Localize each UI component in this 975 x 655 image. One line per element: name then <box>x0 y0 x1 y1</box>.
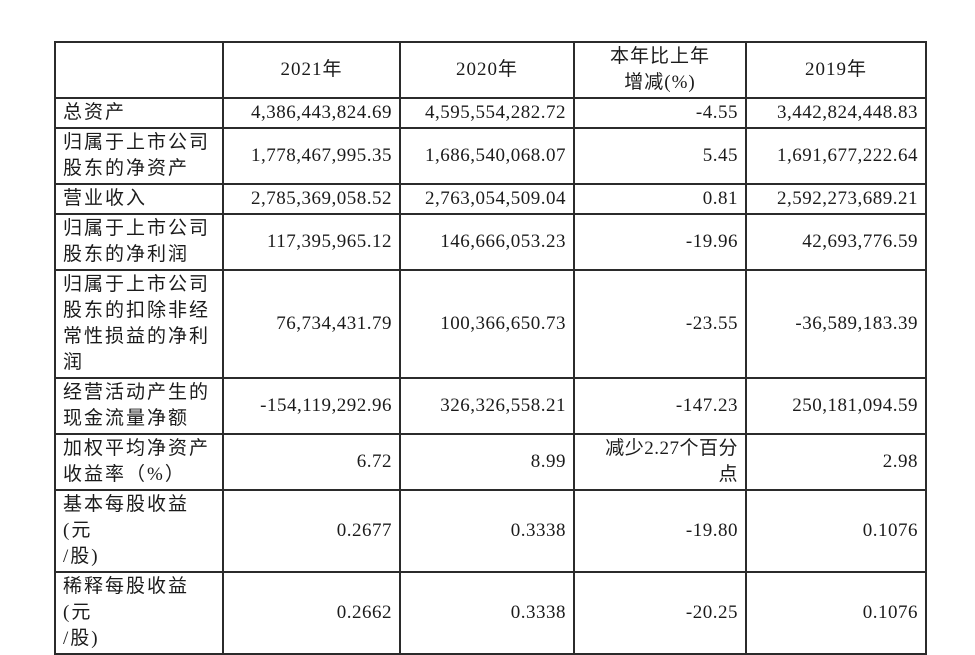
value-2019: 250,181,094.59 <box>745 377 927 435</box>
value-2020: 0.3338 <box>399 571 575 655</box>
value-2020: 100,366,650.73 <box>399 269 575 379</box>
value-change: -19.80 <box>573 489 747 573</box>
value-2021: 6.72 <box>222 433 401 491</box>
value-change: -20.25 <box>573 571 747 655</box>
financial-summary-table: 2021年 2020年 本年比上年 增减(%) 2019年 总资产 4,386,… <box>54 41 927 655</box>
value-2021: 1,778,467,995.35 <box>222 127 401 185</box>
value-2019: 2,592,273,689.21 <box>745 183 927 215</box>
table-row: 营业收入 2,785,369,058.52 2,763,054,509.04 0… <box>54 183 927 215</box>
table-row: 总资产 4,386,443,824.69 4,595,554,282.72 -4… <box>54 97 927 129</box>
value-change: -147.23 <box>573 377 747 435</box>
table-row: 经营活动产生的 现金流量净额 -154,119,292.96 326,326,5… <box>54 377 927 435</box>
value-2019: 42,693,776.59 <box>745 213 927 271</box>
value-2020: 146,666,053.23 <box>399 213 575 271</box>
value-2020: 2,763,054,509.04 <box>399 183 575 215</box>
value-2019: 2.98 <box>745 433 927 491</box>
value-2021: 0.2662 <box>222 571 401 655</box>
row-label: 归属于上市公司 股东的扣除非经 常性损益的净利 润 <box>54 269 224 379</box>
table-row: 归属于上市公司 股东的净利润 117,395,965.12 146,666,05… <box>54 213 927 271</box>
column-header-change: 本年比上年 增减(%) <box>573 41 747 99</box>
value-2021: 2,785,369,058.52 <box>222 183 401 215</box>
value-2021: 117,395,965.12 <box>222 213 401 271</box>
corner-cell <box>54 41 224 99</box>
table-row: 归属于上市公司 股东的净资产 1,778,467,995.35 1,686,54… <box>54 127 927 185</box>
table-row: 基本每股收益(元 /股) 0.2677 0.3338 -19.80 0.1076 <box>54 489 927 573</box>
value-2019: 0.1076 <box>745 571 927 655</box>
value-change: 5.45 <box>573 127 747 185</box>
value-2020: 0.3338 <box>399 489 575 573</box>
row-label: 归属于上市公司 股东的净资产 <box>54 127 224 185</box>
row-label: 基本每股收益(元 /股) <box>54 489 224 573</box>
value-change: 0.81 <box>573 183 747 215</box>
value-change: -23.55 <box>573 269 747 379</box>
value-2021: 4,386,443,824.69 <box>222 97 401 129</box>
column-header-2019: 2019年 <box>745 41 927 99</box>
row-label: 经营活动产生的 现金流量净额 <box>54 377 224 435</box>
value-2020: 4,595,554,282.72 <box>399 97 575 129</box>
value-2021: 0.2677 <box>222 489 401 573</box>
row-label: 稀释每股收益(元 /股) <box>54 571 224 655</box>
value-2019: -36,589,183.39 <box>745 269 927 379</box>
value-change: 减少2.27个百分 点 <box>573 433 747 491</box>
value-2019: 3,442,824,448.83 <box>745 97 927 129</box>
row-label: 总资产 <box>54 97 224 129</box>
column-header-2020: 2020年 <box>399 41 575 99</box>
value-2020: 1,686,540,068.07 <box>399 127 575 185</box>
value-change: -19.96 <box>573 213 747 271</box>
table-row: 归属于上市公司 股东的扣除非经 常性损益的净利 润 76,734,431.79 … <box>54 269 927 379</box>
header-row: 2021年 2020年 本年比上年 增减(%) 2019年 <box>54 41 927 99</box>
value-2020: 8.99 <box>399 433 575 491</box>
value-2019: 1,691,677,222.64 <box>745 127 927 185</box>
row-label: 归属于上市公司 股东的净利润 <box>54 213 224 271</box>
value-2021: 76,734,431.79 <box>222 269 401 379</box>
row-label: 营业收入 <box>54 183 224 215</box>
table-row: 稀释每股收益(元 /股) 0.2662 0.3338 -20.25 0.1076 <box>54 571 927 655</box>
value-2021: -154,119,292.96 <box>222 377 401 435</box>
value-2019: 0.1076 <box>745 489 927 573</box>
column-header-2021: 2021年 <box>222 41 401 99</box>
table-row: 加权平均净资产 收益率（%） 6.72 8.99 减少2.27个百分 点 2.9… <box>54 433 927 491</box>
value-change: -4.55 <box>573 97 747 129</box>
value-2020: 326,326,558.21 <box>399 377 575 435</box>
row-label: 加权平均净资产 收益率（%） <box>54 433 224 491</box>
